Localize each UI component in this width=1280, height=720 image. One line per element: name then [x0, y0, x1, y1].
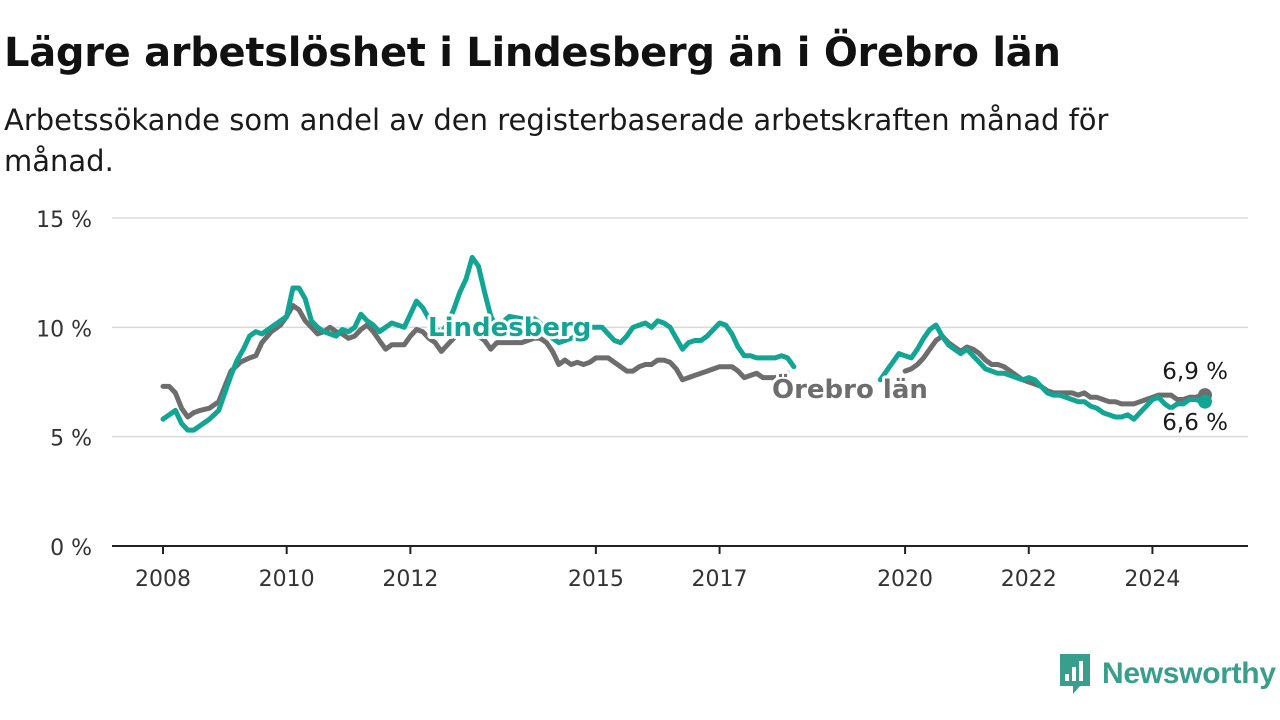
- y-tick-label: 0 %: [50, 536, 92, 561]
- y-tick-label: 5 %: [50, 427, 92, 452]
- lindesberg-end-marker: [1198, 394, 1212, 409]
- series-lines: [160, 254, 1212, 433]
- orebro-end-value: 6,9 %: [1162, 359, 1228, 385]
- x-tick-label: 2012: [382, 567, 438, 592]
- y-tick-label: 10 %: [36, 317, 92, 342]
- lindesberg-label: Lindesberg: [428, 313, 591, 343]
- brand-name: Newsworthy: [1102, 657, 1276, 690]
- x-tick-label: 2017: [692, 567, 748, 592]
- newsworthy-logo-icon: [1060, 654, 1090, 694]
- x-tick-label: 2010: [259, 567, 315, 592]
- chart-subtitle: Arbetssökande som andel av den registerb…: [4, 103, 1109, 179]
- x-tick-label: 2008: [135, 567, 191, 592]
- orebro-line: [160, 303, 791, 420]
- x-tick-label: 2022: [1001, 567, 1057, 592]
- x-tick-label: 2020: [877, 567, 933, 592]
- x-axis-ticks: 2008 2010 2012 2015 2017 2020 2022 2024: [135, 546, 1180, 592]
- lindesberg-line: [877, 322, 1208, 422]
- lindesberg-line: [160, 254, 797, 433]
- x-tick-label: 2024: [1124, 567, 1180, 592]
- orebro-label: Örebro län: [772, 372, 928, 405]
- lindesberg-end-value: 6,6 %: [1162, 410, 1228, 436]
- y-tick-label: 15 %: [36, 208, 92, 233]
- chart-title: Lägre arbetslöshet i Lindesberg än i Öre…: [4, 30, 1061, 76]
- series-labels: Lindesberg Örebro län 6,9 % 6,6 %: [425, 310, 1231, 439]
- gridlines: [112, 217, 1248, 438]
- x-tick-label: 2015: [568, 567, 624, 592]
- newsworthy-logo[interactable]: Newsworthy: [1058, 652, 1276, 696]
- y-axis-ticks: 0 % 5 % 10 % 15 %: [36, 208, 92, 561]
